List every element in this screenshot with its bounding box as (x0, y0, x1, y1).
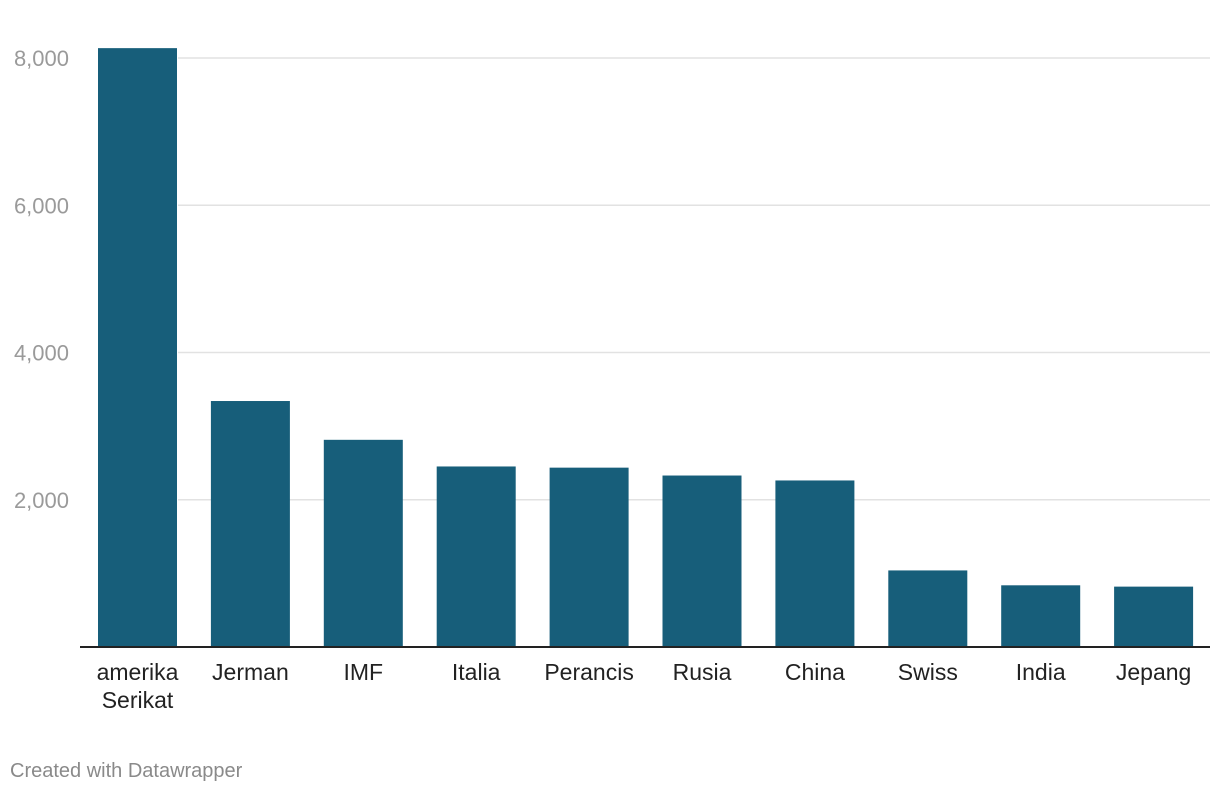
y-tick-label: 8,000 (14, 46, 69, 71)
bar (98, 48, 177, 647)
y-tick-label: 4,000 (14, 341, 69, 366)
bar (210, 401, 290, 647)
x-tick-label: Jerman (212, 659, 289, 685)
bar (436, 466, 516, 647)
bar (549, 467, 629, 647)
x-tick-label: IMF (343, 659, 383, 685)
bar (888, 570, 968, 647)
x-tick-label: India (1016, 659, 1066, 685)
bar (1114, 586, 1194, 647)
bar (662, 475, 742, 647)
x-tick-label: Jepang (1116, 659, 1191, 685)
x-tick-label: Swiss (898, 659, 958, 685)
bar (323, 439, 403, 647)
credit-text: Created with Datawrapper (10, 760, 243, 782)
y-tick-label: 6,000 (14, 193, 69, 218)
x-tick-label: amerika Serikat (97, 659, 179, 713)
bar (775, 480, 855, 647)
x-tick-label: Rusia (673, 659, 732, 685)
y-tick-label: 2,000 (14, 488, 69, 513)
x-tick-label: China (785, 659, 845, 685)
x-tick-label: Italia (452, 659, 501, 685)
x-tick-label: Perancis (544, 659, 633, 685)
bar (1001, 585, 1081, 647)
